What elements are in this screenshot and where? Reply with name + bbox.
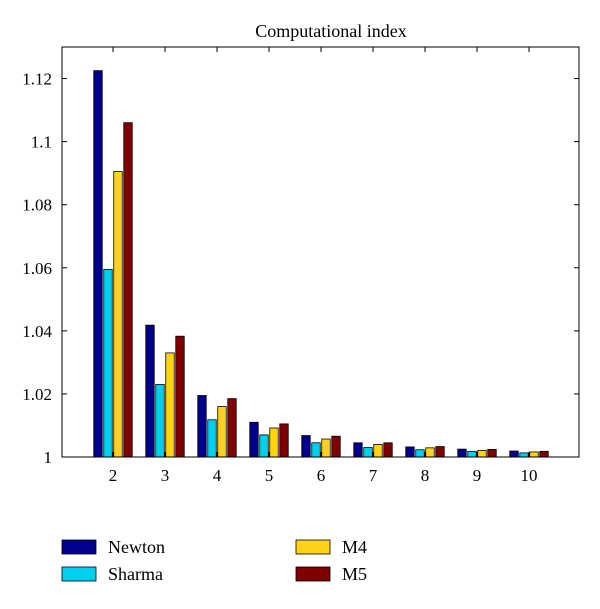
y-tick-label: 1.1 [31, 133, 52, 152]
bar-sharma-2 [103, 268, 113, 458]
x-tick-label: 5 [265, 466, 274, 485]
x-tick-label: 6 [317, 466, 326, 485]
bar-sharma-9 [467, 450, 477, 458]
bar-newton-5 [249, 421, 259, 458]
legend-swatch [61, 539, 97, 555]
legend-item-sharma: Sharma [61, 564, 163, 584]
legend: Newton Sharma M4 M5 [61, 537, 367, 584]
y-tick-label: 1 [44, 448, 53, 467]
bar-sharma-10 [519, 452, 529, 458]
legend-item-m4: M4 [295, 537, 367, 557]
bar-m4-5 [269, 427, 279, 458]
bar-m5-8 [435, 446, 445, 458]
x-tick-label: 9 [473, 466, 482, 485]
bar-m5-4 [227, 398, 237, 458]
x-tick-label: 7 [369, 466, 378, 485]
bar-newton-8 [405, 446, 415, 458]
x-tick-label: 3 [161, 466, 170, 485]
bar-m4-2 [113, 171, 123, 458]
bar-m5-3 [175, 335, 185, 458]
legend-item-m5: M5 [295, 564, 367, 584]
bar-sharma-7 [363, 447, 373, 458]
bar-m5-9 [487, 449, 497, 458]
bar-m5-5 [279, 423, 289, 458]
bar-sharma-5 [259, 434, 269, 458]
bars-group [93, 70, 549, 458]
bar-sharma-4 [207, 419, 217, 458]
axes-group: 1 1.02 1.04 1.06 1.08 1.1 1.12 2 3 4 5 6 7 8 9 10 [22, 46, 580, 485]
bar-m4-10 [529, 451, 539, 458]
bar-m4-3 [165, 352, 175, 458]
bar-newton-4 [197, 395, 207, 458]
y-tick-label: 1.08 [22, 196, 52, 215]
bar-m4-8 [425, 447, 435, 458]
legend-item-newton: Newton [61, 537, 165, 557]
legend-swatch [295, 566, 331, 582]
bar-m5-7 [383, 442, 393, 458]
x-tick-label: 8 [421, 466, 430, 485]
legend-swatch [61, 566, 97, 582]
bar-m5-6 [331, 435, 341, 458]
chart-title: Computational index [255, 21, 406, 41]
legend-label: Sharma [108, 564, 163, 584]
bar-m5-2 [123, 122, 133, 458]
bar-m4-4 [217, 406, 227, 458]
bar-sharma-6 [311, 442, 321, 458]
y-tick-label: 1.02 [22, 385, 52, 404]
legend-label: M5 [342, 564, 367, 584]
bar-newton-2 [93, 70, 103, 458]
x-tick-label: 10 [521, 466, 538, 485]
legend-swatch [295, 539, 331, 555]
bar-m4-9 [477, 449, 487, 458]
bar-newton-3 [145, 324, 155, 458]
plot-frame [61, 46, 580, 458]
bar-newton-6 [301, 435, 311, 458]
legend-label: M4 [342, 537, 367, 557]
bar-newton-9 [457, 448, 467, 458]
bar-m4-6 [321, 438, 331, 458]
y-tick-label: 1.04 [22, 322, 52, 341]
bar-newton-10 [509, 450, 519, 458]
bar-newton-7 [353, 442, 363, 458]
bar-sharma-3 [155, 384, 165, 458]
bar-m5-10 [539, 450, 549, 458]
bar-m4-7 [373, 443, 383, 458]
y-tick-label: 1.12 [22, 70, 52, 89]
x-tick-label: 2 [109, 466, 118, 485]
legend-label: Newton [108, 537, 165, 557]
x-tick-label: 4 [213, 466, 222, 485]
bar-sharma-8 [415, 449, 425, 458]
y-tick-label: 1.06 [22, 259, 52, 278]
